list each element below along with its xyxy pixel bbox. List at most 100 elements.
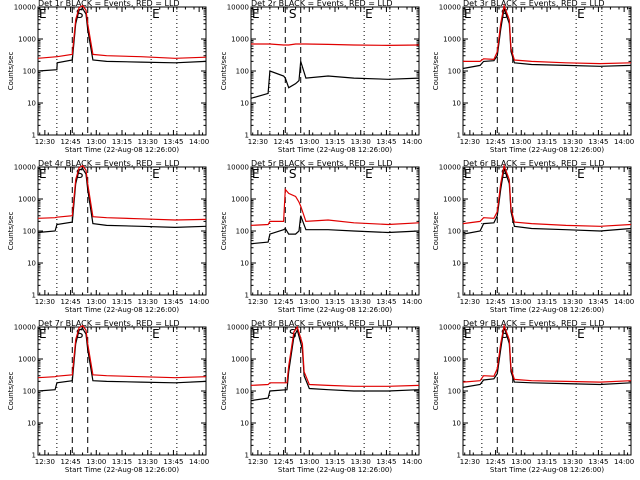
plot-frame (462, 6, 632, 136)
y-axis-label: Counts/sec (220, 212, 228, 251)
y-tick-label: 1 (457, 292, 461, 300)
y-tick-label: 10 (27, 260, 36, 268)
y-axis-label: Counts/sec (432, 372, 440, 411)
lld-series-line (37, 324, 207, 379)
interval-marker-label: E (252, 167, 260, 181)
interval-marker-label: E (39, 327, 47, 341)
plot-frame (37, 6, 207, 136)
x-tick-label: 13:00 (86, 298, 106, 306)
x-tick-label: 14:00 (189, 298, 209, 306)
x-tick-label: 13:00 (299, 298, 319, 306)
y-axis-label: Counts/sec (7, 212, 15, 251)
x-tick-label: 13:00 (299, 458, 319, 466)
x-axis-label: Start Time (22-Aug-08 12:26:00) (490, 466, 604, 474)
y-tick-label: 10000 (227, 164, 249, 172)
plot-frame (37, 326, 207, 456)
y-axis-label: Counts/sec (7, 52, 15, 91)
x-tick-label: 12:45 (273, 298, 293, 306)
events-series-line (37, 167, 207, 234)
y-tick-label: 10 (240, 260, 249, 268)
x-tick-label: 13:30 (138, 458, 158, 466)
x-tick-label: 14:00 (402, 298, 422, 306)
interval-marker-label: E (365, 167, 373, 181)
events-series-line (37, 7, 207, 72)
interval-marker-label: E (252, 327, 260, 341)
x-tick-label: 13:30 (138, 298, 158, 306)
y-tick-label: 10000 (439, 164, 461, 172)
y-axis-label: Counts/sec (220, 52, 228, 91)
y-axis-label: Counts/sec (220, 372, 228, 411)
y-tick-label: 1000 (443, 36, 461, 44)
y-tick-label: 10000 (227, 324, 249, 332)
x-tick-label: 13:00 (511, 458, 531, 466)
x-tick-label: 13:15 (112, 458, 132, 466)
x-tick-label: 12:30 (248, 458, 268, 466)
y-tick-label: 10000 (14, 324, 36, 332)
interval-marker-label: E (577, 327, 585, 341)
interval-marker-label: E (577, 7, 585, 21)
x-tick-label: 12:30 (460, 298, 480, 306)
x-tick-label: 12:30 (248, 298, 268, 306)
y-tick-label: 100 (23, 388, 36, 396)
interval-marker-label: E (365, 7, 373, 21)
x-tick-label: 13:45 (163, 138, 183, 146)
x-tick-label: 14:00 (614, 298, 634, 306)
x-tick-label: 13:45 (376, 458, 396, 466)
y-tick-label: 100 (236, 228, 249, 236)
x-tick-label: 13:45 (588, 458, 608, 466)
x-tick-label: 13:30 (563, 298, 583, 306)
y-tick-label: 1 (457, 452, 461, 460)
lld-series-line (463, 3, 632, 65)
interval-marker-label: E (39, 7, 47, 21)
interval-marker-label: E (152, 7, 160, 21)
x-tick-label: 13:30 (563, 138, 583, 146)
y-tick-label: 10000 (439, 4, 461, 12)
panel-title: Det 8r BLACK = Events, RED = LLD (251, 319, 393, 328)
lld-series-line (250, 325, 420, 387)
x-tick-label: 13:45 (588, 298, 608, 306)
y-tick-label: 100 (23, 228, 36, 236)
interval-marker-label: E (39, 167, 47, 181)
chart-panel-6: Det 6r BLACK = Events, RED = LLD 1 10 100 10… (432, 159, 634, 314)
y-tick-label: 1000 (18, 356, 36, 364)
plot-frame (462, 326, 632, 456)
x-tick-label: 12:45 (485, 138, 505, 146)
x-axis-label: Start Time (22-Aug-08 12:26:00) (490, 146, 604, 154)
panel-title: Det 9r BLACK = Events, RED = LLD (463, 319, 605, 328)
events-series-line (462, 8, 632, 70)
y-tick-label: 10000 (227, 4, 249, 12)
y-tick-label: 1 (245, 292, 249, 300)
x-tick-label: 13:15 (537, 138, 557, 146)
x-tick-label: 12:30 (35, 138, 55, 146)
x-axis-label: Start Time (22-Aug-08 12:26:00) (65, 466, 179, 474)
y-tick-label: 10000 (14, 4, 36, 12)
interval-marker-label: S (501, 327, 509, 341)
x-axis-label: Start Time (22-Aug-08 12:26:00) (65, 146, 179, 154)
y-axis-label: Counts/sec (7, 372, 15, 411)
y-tick-label: 10000 (14, 164, 36, 172)
x-axis-label: Start Time (22-Aug-08 12:26:00) (278, 306, 392, 314)
chart-panel-4: Det 4r BLACK = Events, RED = LLD 1 10 100 10… (7, 159, 209, 314)
y-tick-label: 1000 (18, 36, 36, 44)
y-tick-label: 10 (27, 420, 36, 428)
y-tick-label: 100 (23, 68, 36, 76)
panel-title: Det 3r BLACK = Events, RED = LLD (463, 0, 605, 8)
x-tick-label: 12:45 (485, 458, 505, 466)
lld-series-line (37, 164, 207, 221)
lld-series-line (250, 187, 420, 226)
plot-frame (37, 166, 207, 296)
x-tick-label: 12:45 (60, 458, 80, 466)
y-tick-label: 10 (452, 260, 461, 268)
y-tick-label: 10 (452, 420, 461, 428)
x-tick-label: 13:15 (325, 298, 345, 306)
events-series-line (462, 168, 632, 235)
y-tick-label: 100 (236, 388, 249, 396)
x-tick-label: 13:15 (537, 298, 557, 306)
x-tick-label: 13:30 (351, 458, 371, 466)
x-tick-label: 12:30 (460, 458, 480, 466)
y-tick-label: 1 (32, 292, 36, 300)
panel-title: Det 7r BLACK = Events, RED = LLD (38, 319, 180, 328)
x-tick-label: 13:15 (112, 298, 132, 306)
interval-marker-label: E (252, 7, 260, 21)
y-tick-label: 100 (448, 388, 461, 396)
